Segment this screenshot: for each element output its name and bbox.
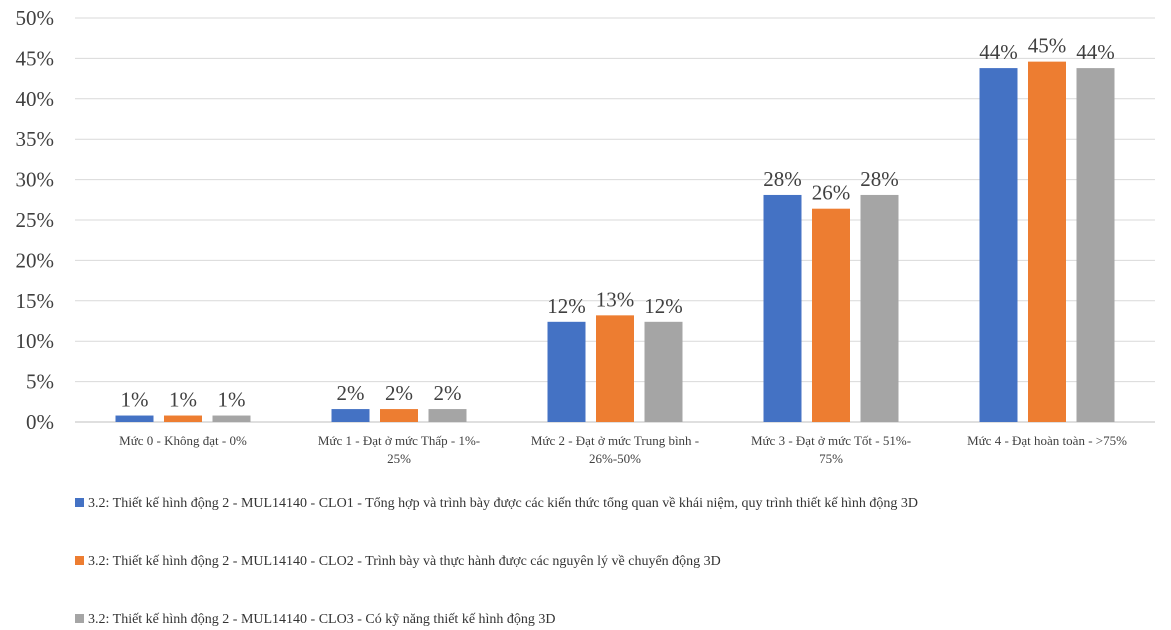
- bar-chart: 0% 5% 10% 15% 20% 25% 30% 35% 40% 45% 50% 1% 2% 12% 2…: [16, 6, 1155, 466]
- y-axis-tick-labels: 0% 5% 10% 15% 20% 25% 30% 35% 40% 45% 50%: [16, 6, 55, 434]
- bar: [644, 321, 683, 422]
- data-label: 1%: [169, 388, 197, 412]
- bar: [331, 409, 370, 422]
- data-label: 13%: [596, 287, 635, 311]
- data-label: 26%: [812, 181, 851, 205]
- y-tick-label: 5%: [26, 370, 54, 394]
- data-label: 12%: [547, 294, 586, 318]
- bar: [380, 409, 418, 422]
- y-tick-label: 35%: [16, 127, 55, 151]
- data-label: 44%: [979, 40, 1018, 64]
- bar-series: [115, 61, 1115, 423]
- data-label: 1%: [121, 388, 149, 412]
- data-label: 2%: [337, 381, 365, 405]
- x-tick-label: Mức 0 - Không đạt - 0%: [119, 433, 247, 448]
- bar: [212, 415, 251, 422]
- bar: [596, 315, 634, 422]
- legend-label-clo3: 3.2: Thiết kế hình động 2 - MUL14140 - C…: [88, 612, 556, 627]
- x-tick-label: 26%-50%: [589, 451, 641, 466]
- data-label: 2%: [434, 381, 462, 405]
- y-tick-label: 45%: [16, 46, 55, 70]
- y-tick-label: 40%: [16, 87, 55, 111]
- legend-item-clo3: 3.2: Thiết kế hình động 2 - MUL14140 - C…: [75, 610, 1135, 630]
- y-tick-label: 25%: [16, 208, 55, 232]
- data-label: 45%: [1028, 34, 1067, 58]
- data-label: 44%: [1076, 40, 1115, 64]
- data-label: 2%: [385, 381, 413, 405]
- bar: [428, 409, 467, 422]
- y-tick-label: 20%: [16, 248, 55, 272]
- data-label: 28%: [860, 167, 899, 191]
- gridlines: [75, 17, 1155, 423]
- bar: [1028, 61, 1066, 423]
- bar: [812, 208, 850, 422]
- bar: [1076, 68, 1115, 422]
- x-tick-label: 75%: [819, 451, 843, 466]
- bar: [115, 415, 154, 422]
- legend-swatch-clo1: [75, 498, 84, 507]
- legend-item-clo1: 3.2: Thiết kế hình động 2 - MUL14140 - C…: [75, 494, 1135, 514]
- data-label: 12%: [644, 294, 683, 318]
- y-tick-label: 0%: [26, 410, 54, 434]
- y-tick-label: 50%: [16, 6, 55, 30]
- y-tick-label: 15%: [16, 289, 55, 313]
- legend-swatch-clo2: [75, 556, 84, 565]
- data-label: 1%: [218, 388, 246, 412]
- x-tick-label: 25%: [387, 451, 411, 466]
- data-labels: 1% 2% 12% 28% 44% 1% 2% 13% 26% 45% 1% 2% 12% 28% 44%: [121, 34, 1115, 412]
- bar: [763, 194, 802, 422]
- y-tick-label: 30%: [16, 168, 55, 192]
- legend-label-clo2: 3.2: Thiết kế hình động 2 - MUL14140 - C…: [88, 554, 721, 569]
- y-tick-label: 10%: [16, 329, 55, 353]
- x-tick-label: Mức 3 - Đạt ở mức Tốt - 51%-: [751, 433, 911, 448]
- data-label: 28%: [763, 167, 802, 191]
- x-tick-label: Mức 1 - Đạt ở mức Thấp - 1%-: [318, 433, 480, 448]
- x-tick-label: Mức 2 - Đạt ở mức Trung bình -: [531, 433, 699, 448]
- bar: [860, 194, 899, 422]
- x-axis-category-labels: Mức 0 - Không đạt - 0% Mức 1 - Đạt ở mức …: [119, 433, 1127, 466]
- legend-item-clo2: 3.2: Thiết kế hình động 2 - MUL14140 - C…: [75, 552, 1135, 572]
- bar: [547, 321, 586, 422]
- bar: [164, 415, 202, 422]
- bar: [979, 68, 1018, 422]
- legend-swatch-clo3: [75, 614, 84, 623]
- legend-label-clo1: 3.2: Thiết kế hình động 2 - MUL14140 - C…: [88, 496, 919, 511]
- x-tick-label: Mức 4 - Đạt hoàn toàn - >75%: [967, 433, 1127, 448]
